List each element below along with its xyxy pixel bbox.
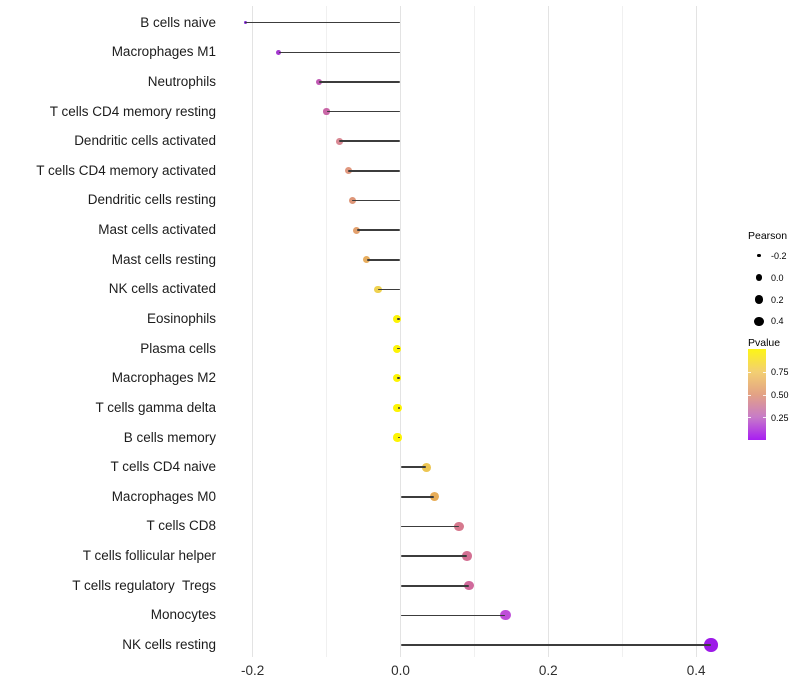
y-axis-label: NK cells resting (122, 636, 216, 652)
lollipop-stem (356, 229, 401, 231)
gridline-minor (621, 6, 623, 657)
legend-size-label: -0.2 (771, 250, 787, 261)
lollipop-stem (396, 347, 401, 350)
colorbar-tick (763, 371, 766, 373)
gridline-major (547, 6, 549, 657)
y-axis-label: T cells regulatory Tregs (72, 577, 216, 593)
colorbar-tick-label: 0.25 (771, 412, 789, 423)
y-axis-label: Mast cells resting (111, 251, 216, 267)
size-legend-title: Pearson (748, 230, 788, 242)
x-axis-tick-label: 0.4 (686, 663, 706, 678)
y-axis-label: Macrophages M1 (111, 44, 216, 60)
gridline-major (695, 6, 697, 657)
y-axis-label: Dendritic cells resting (87, 192, 216, 208)
lollipop-stem (396, 377, 401, 380)
legend-size-dot (754, 295, 764, 304)
lollipop-dot (335, 137, 343, 145)
y-axis-label: Monocytes (150, 607, 216, 623)
lollipop-stem (278, 51, 401, 54)
lollipop-dot (392, 314, 401, 324)
color-legend-title: Pvalue (748, 337, 781, 349)
lollipop-stem (400, 555, 467, 557)
lollipop-stem (366, 258, 401, 261)
lollipop-stem (397, 407, 401, 409)
legend-size-label: 0.2 (771, 294, 784, 305)
x-axis-tick-label: 0.0 (391, 663, 410, 678)
lollipop-dot (276, 49, 281, 55)
lollipop-dot (464, 580, 474, 591)
lollipop-dot (421, 462, 431, 472)
pvalue-colorbar-gradient (748, 349, 766, 440)
y-axis-label: Mast cells activated (98, 222, 216, 238)
legend-size-dot (755, 274, 763, 281)
colorbar-tick (748, 394, 751, 396)
y-axis-label: T cells CD4 naive (110, 459, 216, 475)
lollipop-stem (378, 288, 401, 291)
y-axis-label: Dendritic cells activated (74, 133, 216, 149)
lollipop-stem (400, 584, 470, 587)
y-axis-label: Plasma cells (140, 340, 216, 356)
colorbar-tick-label: 0.50 (771, 390, 789, 400)
colorbar-tick (748, 371, 751, 373)
gridline-minor (473, 6, 475, 657)
gridline-minor (326, 6, 328, 657)
lollipop-dot (374, 285, 383, 294)
legend-size-label: 0.0 (771, 272, 784, 283)
lollipop-stem (400, 525, 459, 528)
colorbar-tick-label: 0.75 (771, 367, 789, 378)
legend-size-dot (757, 254, 761, 258)
lollipop-dot (392, 374, 401, 383)
lollipop-dot (500, 610, 511, 621)
y-axis-label: Macrophages M2 (111, 370, 216, 386)
y-axis-label: NK cells activated (108, 281, 216, 297)
y-axis-label: T cells CD4 memory activated (36, 162, 216, 178)
y-axis-label: Macrophages M0 (111, 488, 216, 504)
lollipop-stem (348, 170, 401, 172)
y-axis-label: B cells memory (123, 429, 216, 445)
y-axis-label: T cells gamma delta (95, 399, 216, 415)
lollipop-stem (400, 614, 506, 617)
colorbar-tick (748, 417, 751, 419)
y-axis-label: Neutrophils (147, 73, 216, 89)
lollipop-stem (245, 21, 401, 24)
lollipop-stem (326, 110, 401, 113)
gridline-major (252, 6, 254, 657)
legend-size-label: 0.4 (771, 316, 784, 327)
lollipop-stem (339, 140, 401, 143)
colorbar-tick (763, 417, 766, 419)
x-axis-tick-label: 0.2 (538, 663, 558, 678)
lollipop-dot (392, 344, 401, 353)
y-axis-label: B cells naive (140, 14, 216, 30)
y-axis-label: T cells CD4 memory resting (49, 103, 216, 119)
gridline-major (400, 6, 401, 657)
lollipop-dot (430, 492, 439, 502)
legend-size-dot (754, 316, 764, 326)
colorbar-tick (763, 394, 766, 396)
lollipop-stem (319, 81, 401, 83)
lollipop-stem (352, 199, 401, 202)
lollipop-stem (397, 436, 401, 439)
lollipop-dot (362, 256, 371, 264)
lollipop-dot (323, 108, 330, 115)
y-axis-label: T cells follicular helper (82, 548, 216, 564)
x-axis-tick-label: -0.2 (241, 663, 265, 678)
lollipop-stem (396, 318, 401, 320)
lollipop-stem (400, 644, 711, 646)
lollipop-stem (400, 496, 435, 498)
lollipop-stem (400, 466, 427, 468)
y-axis-label: T cells CD8 (146, 518, 216, 534)
y-axis-label: Eosinophils (146, 311, 216, 327)
